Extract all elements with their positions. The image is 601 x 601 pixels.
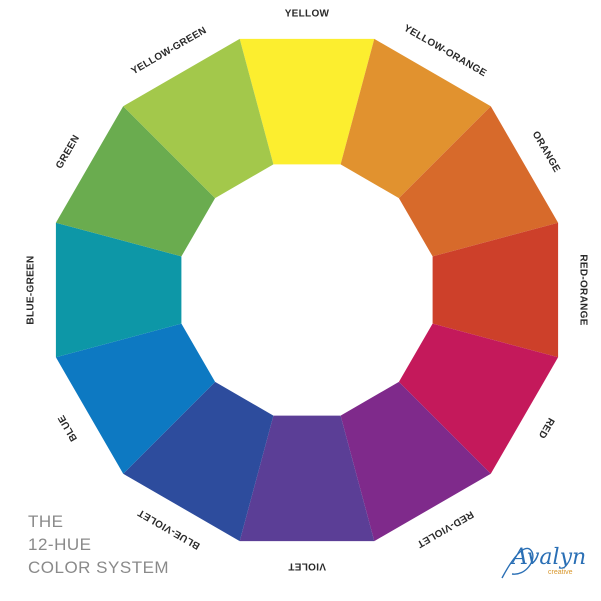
logo-script: Avalyn <box>510 545 586 570</box>
label-yellow: YELLOW <box>285 9 330 20</box>
logo-swash <box>501 547 534 579</box>
segment-blue-green <box>55 222 182 358</box>
creative-logo: Avalyn creative <box>501 545 586 579</box>
segment-blue <box>55 323 216 474</box>
segment-blue-violet <box>123 381 274 542</box>
label-red-orange: RED-ORANGE <box>577 254 588 325</box>
label-orange: ORANGE <box>530 130 562 175</box>
segment-red-orange <box>432 222 559 358</box>
wheel-segments <box>55 38 559 542</box>
label-blue: BLUE <box>56 413 80 443</box>
label-violet: VIOLET <box>288 560 326 571</box>
segment-yellow-green <box>123 38 274 199</box>
label-red-violet: RED-VIOLET <box>415 508 476 549</box>
segment-violet <box>239 415 375 542</box>
segment-yellow-orange <box>340 38 491 199</box>
segment-green <box>55 106 216 257</box>
label-blue-green: BLUE-GREEN <box>26 255 37 324</box>
segment-orange <box>398 106 559 257</box>
segment-yellow <box>239 38 375 165</box>
label-red: RED <box>536 416 557 441</box>
label-green: GREEN <box>54 133 82 171</box>
title: THE 12-HUE COLOR SYSTEM <box>28 510 169 579</box>
title-line-2: 12-HUE <box>28 535 92 554</box>
title-line-3: COLOR SYSTEM <box>28 558 170 577</box>
title-line-1: THE <box>28 512 64 531</box>
logo-sub: creative <box>548 569 573 576</box>
segment-red <box>398 323 559 474</box>
segment-red-violet <box>340 381 491 542</box>
